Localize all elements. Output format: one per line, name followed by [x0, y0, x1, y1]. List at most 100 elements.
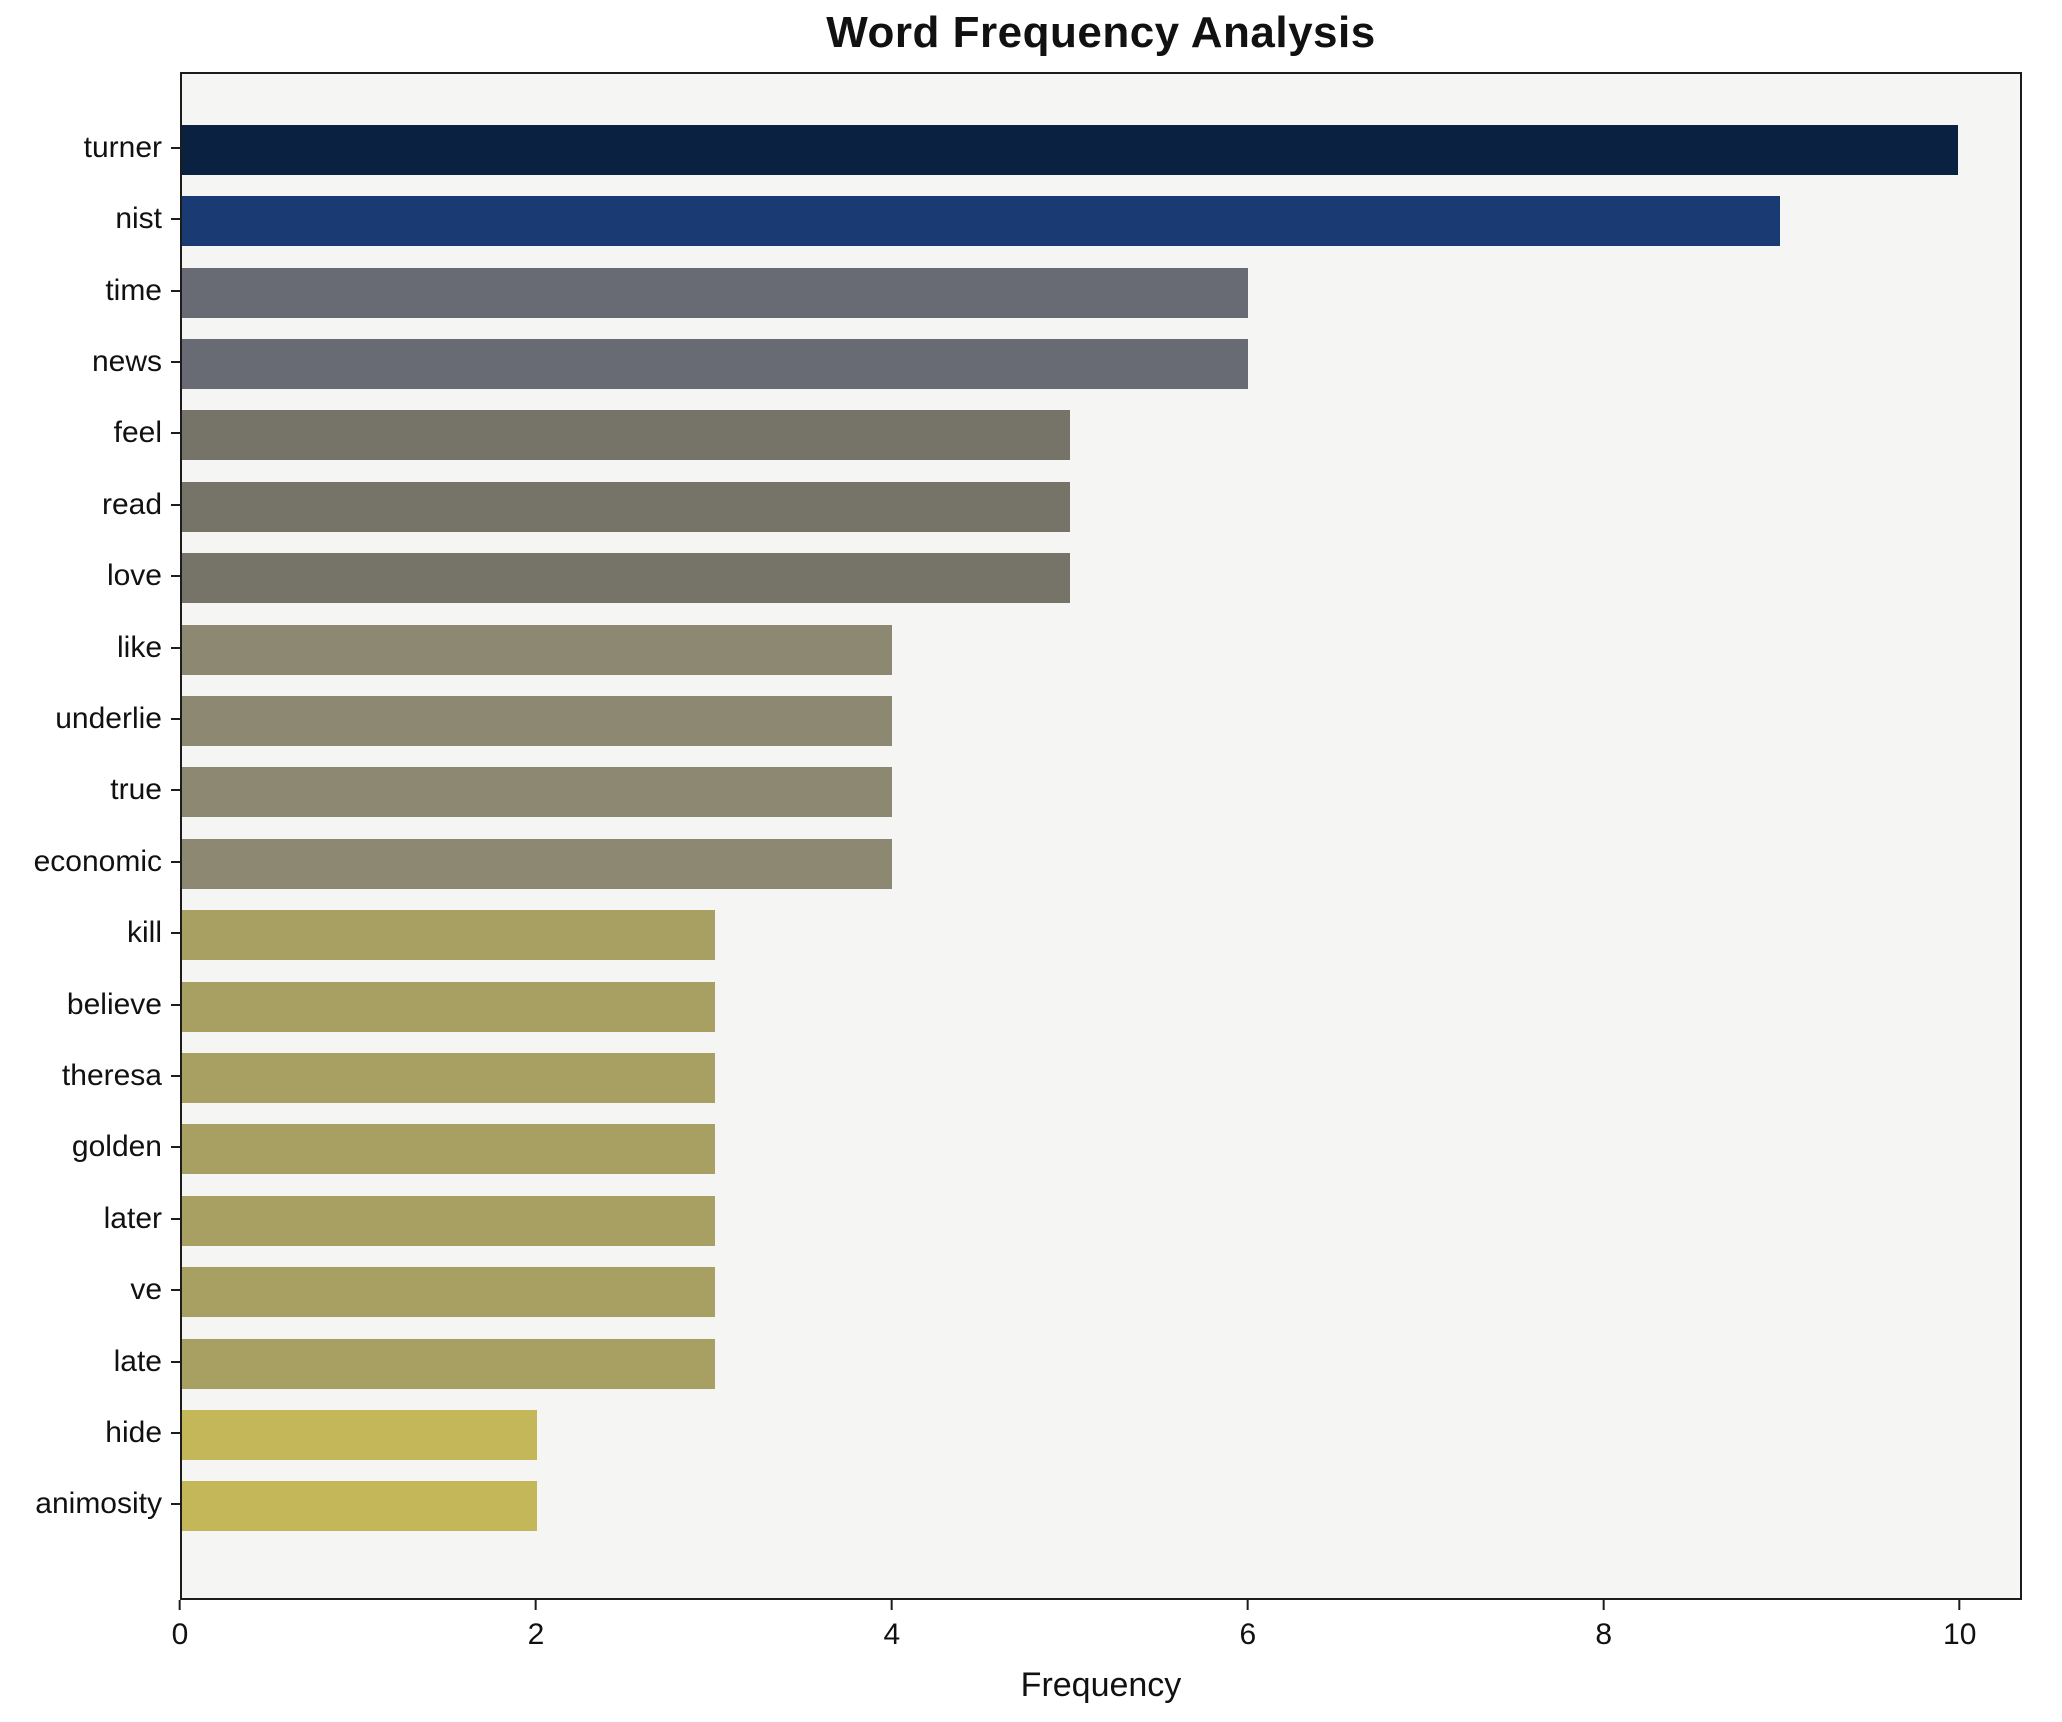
y-tick-row: time: [0, 255, 180, 326]
bar-theresa: [182, 1052, 715, 1103]
x-tick-mark: [1958, 1600, 1961, 1610]
x-tick: 4: [883, 1600, 901, 1652]
y-tick-mark: [171, 432, 180, 435]
x-tick-label: 10: [1943, 1618, 1977, 1651]
y-tick-mark: [171, 932, 180, 935]
y-tick-label: true: [110, 773, 162, 807]
y-tick-mark: [171, 646, 180, 649]
y-tick-label: nist: [115, 202, 162, 236]
y-tick-mark: [171, 1146, 180, 1149]
y-tick-mark: [171, 1003, 180, 1006]
bar-row: [182, 328, 2020, 399]
x-tick-mark: [890, 1600, 893, 1610]
bar-economic: [182, 838, 893, 889]
bar-row: [182, 828, 2020, 899]
bar-love: [182, 553, 1070, 604]
bar-row: [182, 257, 2020, 328]
x-tick: 8: [1595, 1600, 1612, 1652]
y-tick-row: ve: [0, 1255, 180, 1326]
x-tick-label: 6: [1239, 1618, 1257, 1651]
y-tick-row: late: [0, 1326, 180, 1397]
y-tick-mark: [171, 789, 180, 792]
y-tick-row: news: [0, 326, 180, 397]
y-tick-mark: [171, 1503, 180, 1506]
bar-row: [182, 899, 2020, 970]
chart-title: Word Frequency Analysis: [826, 8, 1376, 57]
bar-row: [182, 185, 2020, 256]
x-tick-label: 2: [527, 1618, 545, 1651]
y-tick-row: turner: [0, 112, 180, 183]
bar-row: [182, 1185, 2020, 1256]
y-tick-row: love: [0, 540, 180, 611]
bar-like: [182, 624, 893, 675]
y-tick-row: feel: [0, 398, 180, 469]
y-tick-row: golden: [0, 1112, 180, 1183]
y-tick-label: later: [103, 1201, 162, 1235]
x-tick: 2: [527, 1600, 545, 1652]
bars-container: [182, 114, 2020, 1542]
x-tick-mark: [534, 1600, 537, 1610]
x-axis-label: Frequency: [1020, 1666, 1182, 1704]
bar-kill: [182, 910, 715, 961]
y-tick-row: kill: [0, 897, 180, 968]
y-tick-mark: [171, 1360, 180, 1363]
y-tick-label: love: [106, 559, 162, 593]
bar-row: [182, 971, 2020, 1042]
bar-row: [182, 1042, 2020, 1113]
y-tick-label: theresa: [61, 1058, 162, 1092]
x-axis-ticks: 0 2 4 6 8 10: [172, 1600, 2022, 1670]
y-tick-label: late: [113, 1344, 162, 1378]
x-tick-mark: [179, 1600, 181, 1610]
x-tick: 10: [1943, 1600, 1976, 1652]
bar-golden: [182, 1124, 715, 1175]
bar-true: [182, 767, 893, 818]
bar-ve: [182, 1267, 715, 1318]
bar-late: [182, 1338, 715, 1389]
y-tick-label: kill: [127, 916, 162, 950]
y-tick-row: read: [0, 469, 180, 540]
x-tick: 6: [1239, 1600, 1256, 1652]
bar-row: [182, 757, 2020, 828]
y-tick-row: theresa: [0, 1040, 180, 1111]
y-tick-mark: [171, 717, 180, 720]
bar-row: [182, 471, 2020, 542]
y-tick-mark: [171, 1432, 180, 1435]
y-tick-mark: [171, 1217, 180, 1220]
y-tick-mark: [171, 360, 180, 363]
y-tick-row: like: [0, 612, 180, 683]
bar-nist: [182, 196, 1781, 247]
bar-feel: [182, 410, 1070, 461]
y-tick-label: economic: [33, 844, 162, 878]
y-tick-label: underlie: [55, 701, 162, 735]
y-tick-row: believe: [0, 969, 180, 1040]
x-tick: 0: [171, 1600, 189, 1652]
bar-animosity: [182, 1481, 538, 1532]
y-tick-label: golden: [71, 1130, 162, 1164]
y-tick-mark: [171, 503, 180, 506]
y-tick-mark: [171, 860, 180, 863]
y-tick-mark: [171, 218, 180, 221]
x-tick-label: 0: [171, 1618, 189, 1651]
x-tick-mark: [1246, 1600, 1249, 1610]
bar-row: [182, 1399, 2020, 1470]
bar-turner: [182, 124, 1958, 175]
y-tick-label: ve: [130, 1273, 162, 1307]
bar-hide: [182, 1410, 538, 1461]
y-tick-mark: [171, 146, 180, 149]
y-axis-labels: turner nist time news feel read love like underl…: [0, 112, 180, 1540]
x-tick-label: 4: [883, 1618, 901, 1651]
bar-row: [182, 1257, 2020, 1328]
y-tick-mark: [171, 289, 180, 292]
bar-underlie: [182, 695, 893, 746]
y-tick-label: feel: [113, 416, 162, 450]
y-tick-label: time: [105, 273, 162, 307]
x-tick-mark: [1602, 1600, 1605, 1610]
bar-row: [182, 614, 2020, 685]
y-tick-row: nist: [0, 183, 180, 254]
y-tick-label: read: [101, 487, 162, 521]
y-tick-row: later: [0, 1183, 180, 1254]
y-tick-row: hide: [0, 1397, 180, 1468]
bar-row: [182, 1114, 2020, 1185]
y-tick-row: underlie: [0, 683, 180, 754]
y-tick-label: turner: [83, 130, 162, 164]
